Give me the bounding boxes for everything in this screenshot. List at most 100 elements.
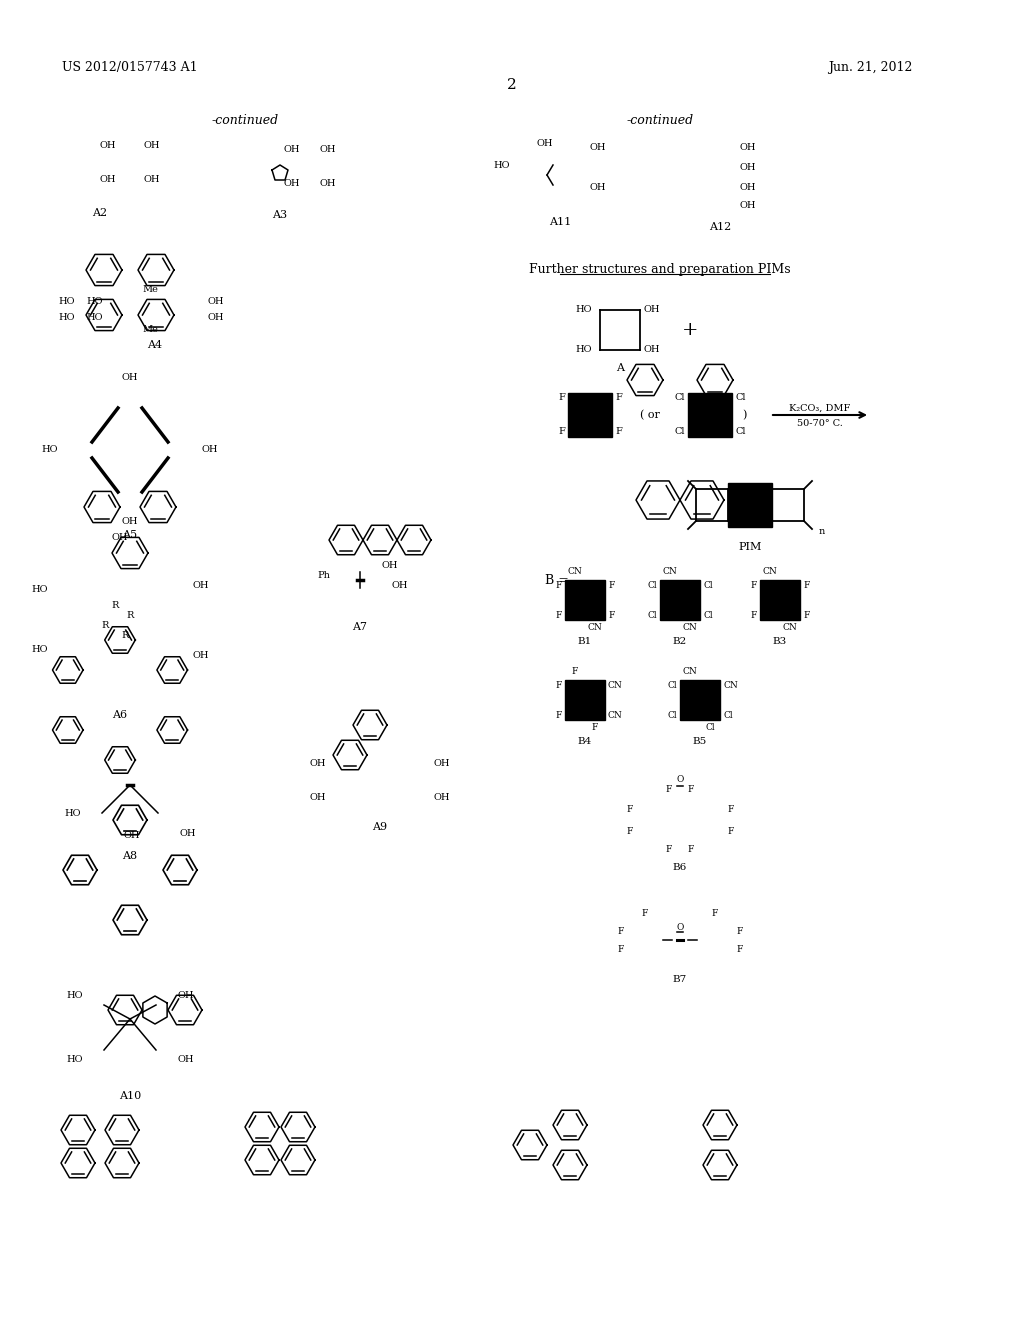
Text: 2: 2 [507, 78, 517, 92]
Text: B =: B = [545, 573, 569, 586]
Text: US 2012/0157743 A1: US 2012/0157743 A1 [62, 62, 198, 74]
Text: CN: CN [567, 568, 583, 577]
Text: A10: A10 [119, 1092, 141, 1101]
Text: OH: OH [434, 792, 451, 801]
Text: OH: OH [144, 176, 161, 185]
Text: HO: HO [86, 314, 103, 322]
Text: A12: A12 [709, 222, 731, 232]
Text: Cl: Cl [735, 428, 745, 437]
Text: OH: OH [740, 162, 757, 172]
Text: F: F [627, 804, 633, 813]
Text: A8: A8 [123, 851, 137, 861]
Text: OH: OH [319, 145, 337, 154]
Text: F: F [556, 581, 562, 590]
Text: Cl: Cl [668, 681, 677, 689]
Text: OH: OH [434, 759, 451, 767]
Text: OH: OH [207, 314, 223, 322]
Text: F: F [666, 785, 672, 795]
Text: F: F [615, 428, 622, 437]
Text: OH: OH [100, 176, 117, 185]
Text: -continued: -continued [211, 114, 279, 127]
Text: Cl: Cl [647, 610, 657, 619]
Text: F: F [803, 610, 809, 619]
Text: CN: CN [663, 568, 677, 577]
Text: HO: HO [32, 586, 48, 594]
Text: HO: HO [575, 346, 592, 355]
Text: F: F [727, 804, 733, 813]
Text: F: F [751, 610, 757, 619]
Text: CN: CN [608, 710, 623, 719]
Text: B4: B4 [578, 738, 592, 747]
Text: F: F [688, 785, 694, 795]
Text: OH: OH [382, 561, 398, 569]
Text: OH: OH [319, 178, 337, 187]
Text: OH: OH [309, 792, 326, 801]
Text: A5: A5 [123, 531, 137, 540]
Text: HO: HO [494, 161, 510, 169]
Text: F: F [608, 581, 614, 590]
Text: F: F [558, 428, 565, 437]
Text: OH: OH [537, 139, 553, 148]
Text: CN: CN [683, 668, 697, 676]
Text: OH: OH [202, 446, 218, 454]
Text: F: F [688, 846, 694, 854]
Text: OH: OH [284, 178, 300, 187]
Text: OH: OH [123, 832, 139, 841]
Text: Cl: Cl [706, 723, 715, 733]
Text: CN: CN [763, 568, 777, 577]
Text: OH: OH [392, 581, 409, 590]
Text: F: F [627, 826, 633, 836]
Bar [565, 680, 605, 719]
Text: A: A [616, 363, 624, 374]
Text: B1: B1 [578, 638, 592, 647]
Text: F: F [736, 927, 742, 936]
Text: R: R [121, 631, 129, 639]
Text: CN: CN [588, 623, 602, 632]
Text: OH: OH [740, 201, 757, 210]
Text: CN: CN [608, 681, 623, 689]
Text: HO: HO [67, 1056, 83, 1064]
Text: Jun. 21, 2012: Jun. 21, 2012 [827, 62, 912, 74]
Text: K₂CO₃, DMF: K₂CO₃, DMF [790, 404, 851, 412]
Bar [688, 393, 732, 437]
Text: Cl: Cl [675, 393, 685, 403]
Text: Cl: Cl [647, 581, 657, 590]
Text: F: F [617, 945, 624, 953]
Text: OH: OH [193, 581, 209, 590]
Text: OH: OH [207, 297, 223, 306]
Text: OH: OH [122, 517, 138, 527]
Text: A11: A11 [549, 216, 571, 227]
Text: +: + [682, 321, 698, 339]
Text: 50-70° C.: 50-70° C. [797, 418, 843, 428]
Text: F: F [556, 710, 562, 719]
Text: F: F [803, 581, 809, 590]
Text: HO: HO [58, 297, 75, 306]
Text: A2: A2 [92, 209, 108, 218]
Text: OH: OH [179, 829, 196, 838]
Text: Me: Me [142, 326, 158, 334]
Text: OH: OH [740, 143, 757, 152]
Bar [660, 579, 700, 620]
Text: OH: OH [309, 759, 326, 767]
Text: OH: OH [643, 346, 659, 355]
Text: F: F [751, 581, 757, 590]
Text: CN: CN [782, 623, 798, 632]
Text: B2: B2 [673, 638, 687, 647]
Text: R: R [126, 610, 134, 619]
Text: HO: HO [42, 446, 58, 454]
Text: F: F [571, 668, 579, 676]
Text: A9: A9 [373, 822, 387, 832]
Text: HO: HO [67, 990, 83, 999]
Text: Cl: Cl [703, 610, 713, 619]
Text: F: F [556, 681, 562, 689]
Text: F: F [666, 846, 672, 854]
Text: F: F [727, 826, 733, 836]
Text: B5: B5 [693, 738, 708, 747]
Bar [680, 680, 720, 719]
Text: O: O [676, 924, 684, 932]
Text: A4: A4 [147, 341, 163, 350]
Text: HO: HO [65, 808, 81, 817]
Text: OH: OH [177, 990, 194, 999]
Text: OH: OH [643, 305, 659, 314]
Text: F: F [556, 610, 562, 619]
